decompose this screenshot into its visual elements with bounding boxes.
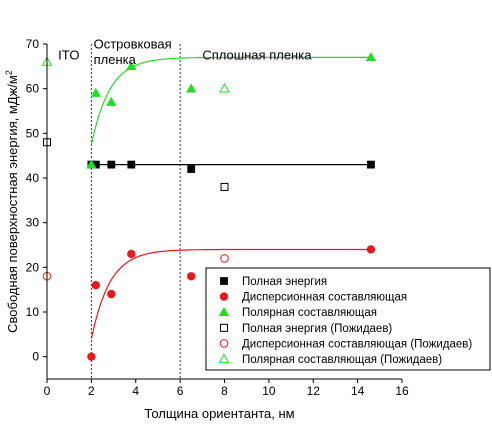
- series-0-point-3: [127, 160, 136, 169]
- x-tick-label-4: 8: [221, 384, 228, 398]
- series-2-point-2: [106, 96, 117, 106]
- annotation-island-2: пленка: [94, 52, 137, 67]
- series-3-point-1: [220, 182, 229, 191]
- legend-marker-3: [220, 323, 228, 332]
- fit-line-1: [90, 248, 371, 339]
- legend-label-4: Дисперсионная составляющая (Пожидаев): [242, 338, 472, 350]
- y-tick-label-0: 0: [32, 350, 39, 364]
- series-1: [87, 245, 376, 361]
- y-tick-label-7: 70: [26, 37, 40, 51]
- annotation-island-1: Островковая: [94, 36, 172, 51]
- legend-label-5: Полярная составляющая (Пожидаев): [242, 354, 442, 366]
- series-5-point-1: [219, 83, 230, 93]
- series-1-point-0: [87, 352, 96, 361]
- annotation-ito: ITO: [58, 48, 79, 63]
- y-tick-label-6: 60: [26, 82, 40, 96]
- series-0-point-2: [107, 160, 116, 169]
- series-2-point-4: [186, 83, 197, 93]
- y-axis-label-superscript: 2: [4, 70, 14, 75]
- x-tick-label-1: 2: [88, 384, 95, 398]
- series-1-point-3: [127, 249, 136, 259]
- y-tick-label-1: 10: [26, 305, 40, 319]
- x-tick-label-0: 0: [44, 384, 51, 398]
- y-axis-label: Свободная поверхностная энергия, мДж/м2: [4, 70, 20, 333]
- fit-line-2: [90, 56, 371, 145]
- legend-marker-1: [219, 292, 229, 301]
- region-annotations: ITO Островковая пленка Сплошная пленка: [58, 36, 312, 67]
- series-2-point-5: [365, 52, 377, 62]
- legend-label-2: Полярная составляющая: [242, 307, 377, 319]
- x-axis-label: Толщина ориентанта, нм: [144, 406, 294, 421]
- legend-marker-5: [218, 353, 230, 363]
- legend-label-1: Дисперсионная составляющая: [242, 292, 407, 304]
- y-axis-label-main: Свободная поверхностная энергия, мДж/м: [5, 75, 20, 333]
- annotation-continuous: Сплошная пленка: [202, 48, 312, 63]
- legend-marker-4: [219, 339, 229, 348]
- y-tick-label-4: 40: [26, 171, 40, 185]
- x-tick-label-5: 10: [262, 384, 276, 398]
- series-4-point-1: [220, 254, 229, 263]
- series-0: [87, 160, 375, 173]
- legend-box: [205, 267, 491, 371]
- legend-marker-2: [218, 306, 230, 316]
- y-tick-label-3: 30: [26, 216, 40, 230]
- x-tick-label-6: 12: [307, 384, 321, 398]
- series-1-point-4: [187, 272, 196, 281]
- series-4: [42, 254, 229, 281]
- x-tick-label-2: 4: [132, 384, 139, 398]
- legend-marker-0: [220, 277, 228, 285]
- x-tick-label-8: 16: [395, 384, 409, 398]
- series-2-point-3: [126, 61, 137, 71]
- legend: Полная энергия Дисперсионная составляющая…: [205, 267, 491, 371]
- series-1-point-2: [107, 289, 116, 299]
- series-2-point-0: [86, 159, 97, 169]
- y-tick-label-2: 20: [26, 260, 40, 274]
- series-2-point-1: [90, 87, 102, 97]
- series-2: [86, 52, 377, 169]
- legend-items: Полная энергия Дисперсионная составляющая…: [218, 276, 472, 366]
- legend-label-3: Полная энергия (Пожидаев): [242, 323, 392, 335]
- series-0-point-5: [367, 160, 375, 169]
- y-tick-label-5: 50: [26, 126, 40, 140]
- series-1-point-1: [91, 281, 101, 290]
- legend-label-0: Полная энергия: [242, 276, 327, 288]
- x-tick-label-3: 6: [177, 384, 184, 398]
- plot-layer: 0 2 4 6 8 10 12 14 16 0 10 20 30 40 50 60 70: [26, 37, 409, 398]
- x-tick-label-7: 14: [351, 384, 365, 398]
- series-0-point-4: [187, 165, 196, 173]
- series-1-point-5: [366, 245, 376, 254]
